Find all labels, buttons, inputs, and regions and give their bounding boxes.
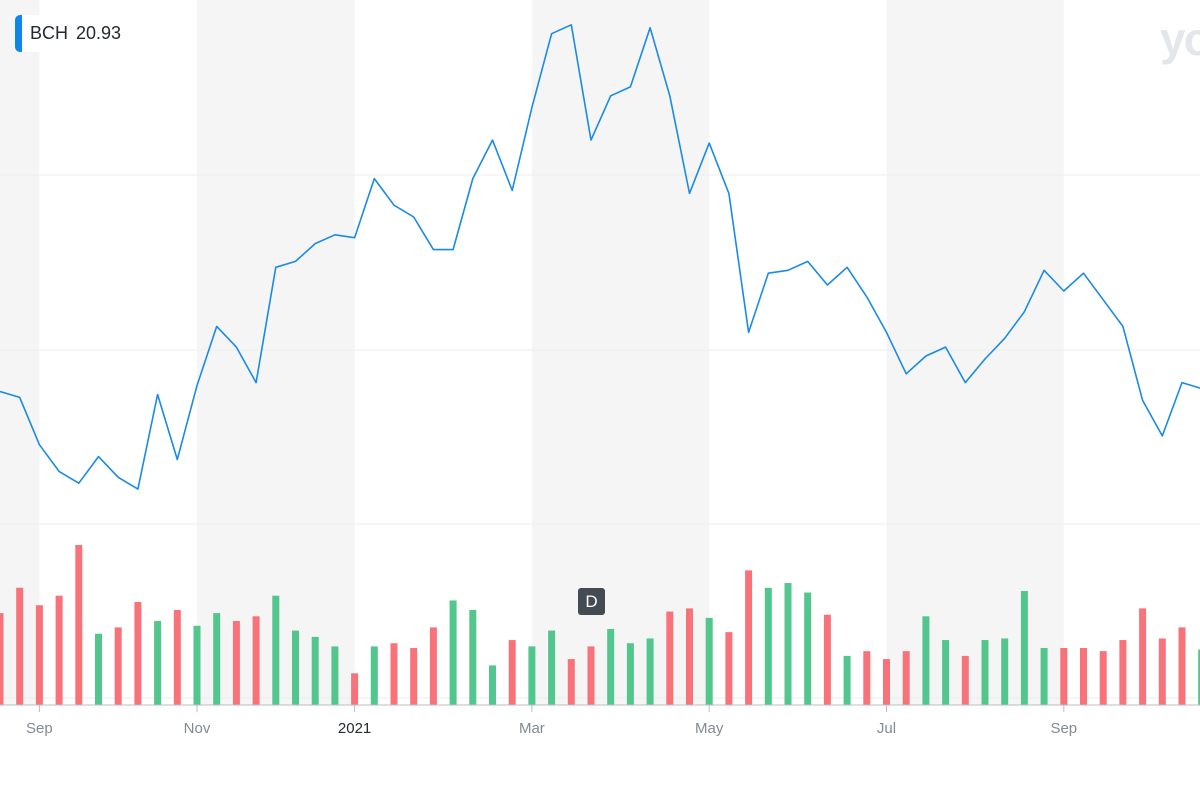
volume-bar-51 [1001, 638, 1009, 705]
volume-bar-34 [666, 611, 674, 705]
volume-bar-50 [981, 640, 989, 705]
volume-bar-17 [331, 646, 339, 705]
x-tick-label-3: Mar [519, 720, 545, 737]
volume-bar-9 [173, 609, 181, 705]
volume-bar-1 [16, 587, 24, 705]
volume-bar-4 [75, 545, 83, 705]
volume-bar-25 [489, 665, 496, 705]
volume-bars [0, 545, 1200, 705]
volume-bar-47 [922, 616, 930, 705]
ticker-badge[interactable]: BCH 20.93 [15, 15, 130, 52]
x-tick-label-5: Jul [877, 720, 896, 737]
volume-bar-36 [705, 617, 713, 705]
volume-bar-39 [764, 587, 772, 705]
volume-bar-58 [1139, 608, 1147, 705]
volume-bar-15 [292, 630, 299, 705]
volume-bar-45 [883, 659, 890, 705]
volume-bar-10 [193, 625, 201, 705]
volume-bar-11 [213, 613, 221, 705]
volume-bar-16 [311, 636, 319, 705]
ticker-price: 20.93 [76, 23, 122, 43]
volume-bar-46 [902, 651, 910, 705]
volume-bar-23 [449, 600, 457, 705]
shaded-band-0 [0, 0, 40, 705]
volume-bar-28 [548, 630, 556, 705]
volume-bar-38 [745, 570, 753, 705]
volume-bar-22 [429, 627, 437, 705]
volume-bar-19 [370, 646, 378, 705]
volume-bar-30 [587, 646, 595, 705]
price-line [0, 24, 1200, 490]
volume-bar-43 [843, 655, 851, 705]
volume-bar-29 [567, 659, 575, 705]
shaded-band-2 [531, 0, 710, 705]
volume-bar-8 [154, 621, 162, 705]
volume-bar-54 [1060, 647, 1068, 705]
volume-bar-7 [134, 602, 142, 705]
volume-bar-42 [823, 614, 831, 705]
volume-bar-32 [626, 643, 634, 705]
volume-bar-33 [646, 638, 654, 705]
volume-bar-13 [252, 616, 260, 705]
volume-bar-49 [961, 655, 969, 705]
volume-bar-37 [725, 632, 733, 705]
volume-bar-59 [1158, 638, 1166, 705]
volume-bar-27 [528, 646, 536, 705]
volume-bar-24 [469, 609, 477, 705]
watermark-logo: yo [1160, 13, 1200, 65]
volume-bar-21 [410, 647, 418, 705]
x-tick-label-6: Sep [1050, 720, 1077, 737]
volume-bar-40 [784, 583, 792, 705]
volume-bar-35 [686, 608, 693, 705]
shaded-band-3 [886, 0, 1064, 705]
x-tick-label-1: Nov [184, 720, 211, 737]
volume-bar-3 [55, 595, 63, 705]
volume-bar-61 [1198, 649, 1200, 705]
volume-bar-57 [1119, 640, 1127, 705]
volume-bar-6 [114, 627, 122, 705]
x-tick-label-4: May [695, 720, 724, 737]
volume-bar-0 [0, 613, 4, 705]
volume-bar-18 [351, 673, 359, 705]
volume-bar-20 [390, 643, 398, 705]
shaded-band-1 [197, 0, 355, 705]
volume-bar-48 [942, 640, 950, 705]
volume-bar-41 [804, 592, 812, 705]
volume-bar-5 [95, 633, 102, 705]
volume-bar-26 [508, 640, 516, 705]
volume-bar-12 [232, 621, 240, 705]
x-axis: Sep Nov 2021 Mar May Jul Sep [26, 705, 1077, 737]
grid-lines [0, 174, 1200, 699]
volume-bar-53 [1040, 647, 1048, 705]
ticker-symbol: BCH [30, 23, 69, 43]
x-tick-label-2: 2021 [338, 720, 371, 737]
volume-bar-44 [863, 651, 871, 705]
volume-bar-52 [1020, 590, 1028, 705]
volume-bar-60 [1178, 627, 1186, 705]
volume-bar-31 [607, 628, 615, 705]
volume-bar-56 [1099, 651, 1107, 705]
volume-bar-55 [1080, 647, 1087, 705]
dividend-event-marker[interactable]: D [578, 588, 605, 615]
shaded-bands [0, 0, 1064, 705]
x-tick-label-0: Sep [26, 720, 53, 737]
volume-bar-2 [35, 605, 43, 705]
volume-bar-14 [272, 595, 280, 705]
